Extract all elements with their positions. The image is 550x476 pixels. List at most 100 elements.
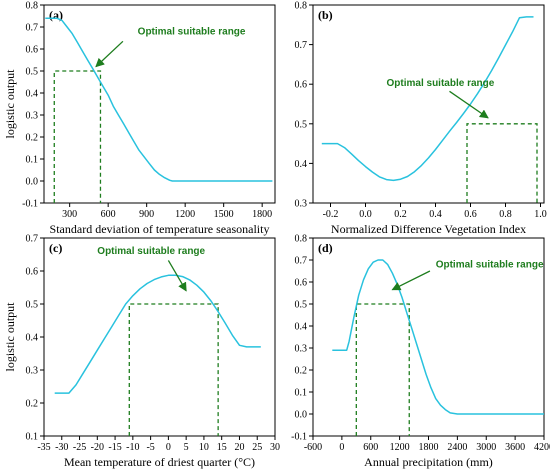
y-tick-label: 0.3 [26, 111, 39, 122]
y-tick-label: 0.3 [295, 199, 308, 210]
y-tick-label: 0.3 [26, 366, 39, 377]
x-tick-label: 15 [217, 442, 227, 453]
x-tick-label: 0 [166, 442, 171, 453]
response-curve [332, 259, 544, 415]
x-tick-label: -15 [108, 442, 121, 453]
suitable-range-outline [355, 303, 410, 436]
x-tick-label: -0.2 [323, 209, 339, 220]
x-axis-title: Annual precipitation (mm) [364, 455, 493, 469]
x-tick-label: -30 [55, 442, 68, 453]
x-axis-title: Normalized Difference Vegetation Index [331, 222, 526, 236]
y-tick-label: -0.1 [22, 199, 38, 210]
x-tick-label: 3600 [505, 442, 525, 453]
response-curve [45, 17, 273, 182]
x-tick-label: 1200 [175, 209, 195, 220]
response-curve [321, 16, 534, 182]
y-tick-label: 0.4 [295, 159, 308, 170]
y-tick-label: 0.0 [295, 410, 308, 421]
y-tick-label: -0.1 [291, 432, 307, 443]
x-tick-label: -10 [126, 442, 139, 453]
y-tick-label: 0.1 [295, 388, 308, 399]
y-tick-label: 0.4 [295, 322, 308, 333]
x-tick-label: -35 [37, 442, 50, 453]
annotation-arrow [95, 40, 124, 68]
y-tick-label: 0.6 [26, 45, 39, 56]
y-tick-label: 0.7 [26, 23, 39, 34]
x-tick-label: 0.8 [499, 209, 512, 220]
x-tick-label: 0.4 [429, 209, 442, 220]
annotation-arrow [167, 260, 187, 292]
y-axis-title: logistic output [3, 302, 17, 372]
x-tick-label: -25 [73, 442, 86, 453]
panel-label: (b) [318, 8, 333, 22]
suitable-range-outline [53, 70, 102, 203]
x-tick-label: 1800 [419, 442, 439, 453]
chart-panel-a: 300 600 900 1200 1500 1800 -0.1 0.0 0.1 0.2 0.3 0.4… [3, 1, 276, 236]
panel-label: (d) [318, 241, 333, 255]
x-tick-label: 600 [101, 209, 116, 220]
plot-frame [43, 4, 276, 204]
annotation-label: Optimal suitable range [387, 78, 495, 89]
y-tick-label: 0.4 [26, 333, 39, 344]
y-tick-label: 0.8 [26, 1, 39, 12]
x-tick-label: -20 [91, 442, 104, 453]
y-tick-label: 0.0 [26, 177, 39, 188]
annotation-arrow [449, 90, 489, 119]
x-tick-label: 600 [363, 442, 378, 453]
annotation-arrow [391, 270, 431, 291]
y-tick-label: 0.5 [26, 300, 39, 311]
x-tick-label: 300 [62, 209, 77, 220]
annotation-label: Optimal suitable range [436, 260, 544, 271]
y-tick-label: 0.6 [295, 80, 308, 91]
y-tick-label: 0.1 [26, 432, 39, 443]
x-tick-label: 5 [184, 442, 189, 453]
x-tick-label: 1500 [214, 209, 234, 220]
y-tick-label: 0.1 [26, 155, 39, 166]
x-tick-label: -5 [146, 442, 154, 453]
y-tick-label: 0.3 [295, 344, 308, 355]
y-tick-label: 0.5 [26, 67, 39, 78]
chart-panel-d: -600 0 600 1200 1800 2400 3000 3600 4200 -0.1 0.0 0… [291, 234, 550, 470]
panel-label: (c) [49, 241, 62, 255]
x-tick-label: -600 [304, 442, 322, 453]
y-tick-label: 0.7 [295, 40, 308, 51]
y-tick-label: 0.8 [295, 1, 308, 12]
annotation-label: Optimal suitable range [97, 246, 205, 257]
y-tick-label: 0.4 [26, 89, 39, 100]
x-tick-label: 1.0 [534, 209, 547, 220]
x-tick-label: 0.2 [394, 209, 407, 220]
x-axis-title: Standard deviation of temperature season… [50, 222, 270, 236]
y-tick-label: 0.5 [295, 119, 308, 130]
x-tick-label: 900 [139, 209, 154, 220]
x-tick-label: 0 [339, 442, 344, 453]
y-tick-label: 0.2 [295, 366, 308, 377]
x-tick-label: 1200 [390, 442, 410, 453]
x-tick-label: 1800 [252, 209, 272, 220]
chart-panel-c: -35 -30 -25 -20 -15 -10 -5 0 5 10 15 20 25 30 0.1 0.2 0.… [3, 234, 280, 470]
x-tick-label: 25 [252, 442, 262, 453]
y-tick-label: 0.6 [295, 278, 308, 289]
x-tick-label: 2400 [447, 442, 467, 453]
x-tick-label: 20 [234, 442, 244, 453]
x-tick-label: 0.6 [464, 209, 477, 220]
y-tick-label: 0.2 [26, 399, 39, 410]
y-tick-label: 0.6 [26, 267, 39, 278]
plot-frame [312, 4, 545, 204]
x-axis-title: Mean temperature of driest quarter (°C) [64, 455, 255, 469]
x-tick-label: 10 [199, 442, 209, 453]
suitable-range-outline [128, 303, 219, 436]
x-tick-label: 3000 [476, 442, 496, 453]
y-tick-label: 0.8 [295, 234, 308, 245]
response-curve [54, 274, 261, 394]
y-tick-label: 0.2 [26, 133, 39, 144]
y-tick-label: 0.5 [295, 300, 308, 311]
x-tick-label: 4200 [534, 442, 550, 453]
x-tick-label: 30 [270, 442, 280, 453]
y-tick-label: 0.7 [26, 234, 39, 245]
plot-frame [43, 237, 276, 437]
y-tick-label: 0.7 [295, 256, 308, 267]
annotation-label: Optimal suitable range [138, 27, 246, 38]
chart-panel-b: -0.2 0.0 0.2 0.4 0.6 0.8 1.0 0.3 0.4 0.5 0.6 0.7 0.8… [295, 1, 547, 237]
x-tick-label: 0.0 [359, 209, 372, 220]
